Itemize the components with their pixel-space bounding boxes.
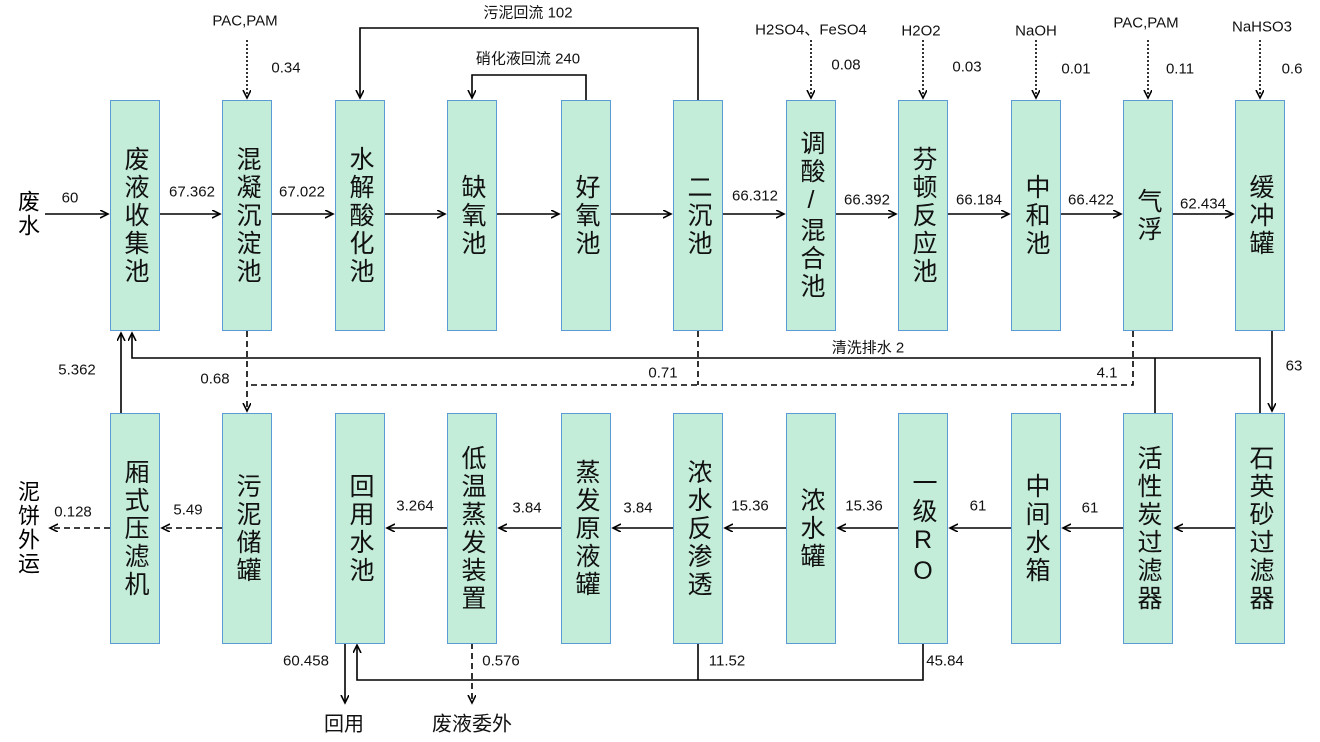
process-unit: 污泥储罐 xyxy=(222,413,272,644)
process-unit: 活性炭过滤器 xyxy=(1123,413,1173,644)
flow-label: 3.264 xyxy=(396,497,434,515)
flow-label: 5.362 xyxy=(58,361,96,379)
flow-label: 61 xyxy=(1081,499,1099,517)
process-unit: 缺氧池 xyxy=(447,100,497,331)
flow-label: 62.434 xyxy=(1180,195,1226,213)
process-unit: 二沉池 xyxy=(673,100,723,331)
dose-label: 0.03 xyxy=(952,58,982,76)
process-unit: 好氧池 xyxy=(561,100,611,331)
dose-label: 0.34 xyxy=(271,59,301,77)
flow-label: 5.49 xyxy=(173,501,203,519)
flow-label: 60 xyxy=(61,189,79,207)
flow-label: 11.52 xyxy=(708,652,746,670)
process-unit: 芬顿反应池 xyxy=(898,100,948,331)
process-unit: 调酸/混合池 xyxy=(786,100,836,331)
process-unit: 石英砂过滤器 xyxy=(1235,413,1285,644)
dose-label: 0.6 xyxy=(1281,60,1303,78)
flow-label: 60.458 xyxy=(283,652,329,670)
flow-label: 3.84 xyxy=(512,499,542,517)
outlet-label: 回用 xyxy=(324,713,364,736)
flow-label: 61 xyxy=(969,497,987,515)
flow-label: 0.68 xyxy=(200,370,230,388)
recycle-label: 污泥回流 102 xyxy=(483,4,573,22)
process-unit: 气浮 xyxy=(1123,100,1173,331)
outlet-label: 废液委外 xyxy=(432,713,512,736)
flow-label: 63 xyxy=(1285,357,1303,375)
process-unit: 回用水池 xyxy=(335,413,385,644)
process-unit: 中间水箱 xyxy=(1011,413,1061,644)
chemical-label: NaOH xyxy=(1015,22,1057,40)
recycle-label: 硝化液回流 240 xyxy=(475,50,581,68)
process-unit: 中和池 xyxy=(1011,100,1061,331)
rinse-label: 清洗排水 2 xyxy=(831,339,905,357)
flow-label: 0.71 xyxy=(648,364,678,382)
flow-label: 66.312 xyxy=(732,187,778,205)
flow-label: 66.422 xyxy=(1068,191,1114,209)
process-unit: 蒸发原液罐 xyxy=(561,413,611,644)
dose-label: 0.01 xyxy=(1061,60,1091,78)
chemical-label: PAC,PAM xyxy=(212,12,278,30)
inlet-label: 废水 xyxy=(15,190,40,238)
flow-label: 66.184 xyxy=(956,191,1002,209)
flow-label: 0.128 xyxy=(54,503,92,521)
chemical-label: NaHSO3 xyxy=(1231,18,1293,36)
process-unit: 缓冲罐 xyxy=(1235,100,1285,331)
process-unit: 厢式压滤机 xyxy=(110,413,160,644)
flow-label: 15.36 xyxy=(845,497,883,515)
flow-label: 66.392 xyxy=(844,191,890,209)
flow-label: 15.36 xyxy=(731,497,769,515)
process-unit: 混凝沉淀池 xyxy=(222,100,272,331)
chemical-label: PAC,PAM xyxy=(1113,14,1179,32)
flow-label: 0.576 xyxy=(482,652,520,670)
process-unit: 水解酸化池 xyxy=(335,100,385,331)
process-unit: 低温蒸发装置 xyxy=(447,413,497,644)
arrows xyxy=(45,27,1272,703)
process-unit: 浓水反渗透 xyxy=(673,413,723,644)
process-unit: 废液收集池 xyxy=(110,100,160,331)
flow-label: 3.84 xyxy=(623,499,653,517)
flow-label: 67.362 xyxy=(169,183,215,201)
flow-label: 4.1 xyxy=(1096,364,1118,382)
process-unit: 一级RO xyxy=(898,413,948,644)
chemical-label: H2O2 xyxy=(901,22,941,40)
flow-label: 67.022 xyxy=(279,183,325,201)
process-unit: 浓水罐 xyxy=(786,413,836,644)
dose-label: 0.11 xyxy=(1165,60,1195,78)
outlet-label: 泥饼外运 xyxy=(15,480,40,576)
dose-label: 0.08 xyxy=(831,56,861,74)
chemical-label: H2SO4、FeSO4 xyxy=(755,21,867,39)
flow-label: 45.84 xyxy=(926,652,964,670)
